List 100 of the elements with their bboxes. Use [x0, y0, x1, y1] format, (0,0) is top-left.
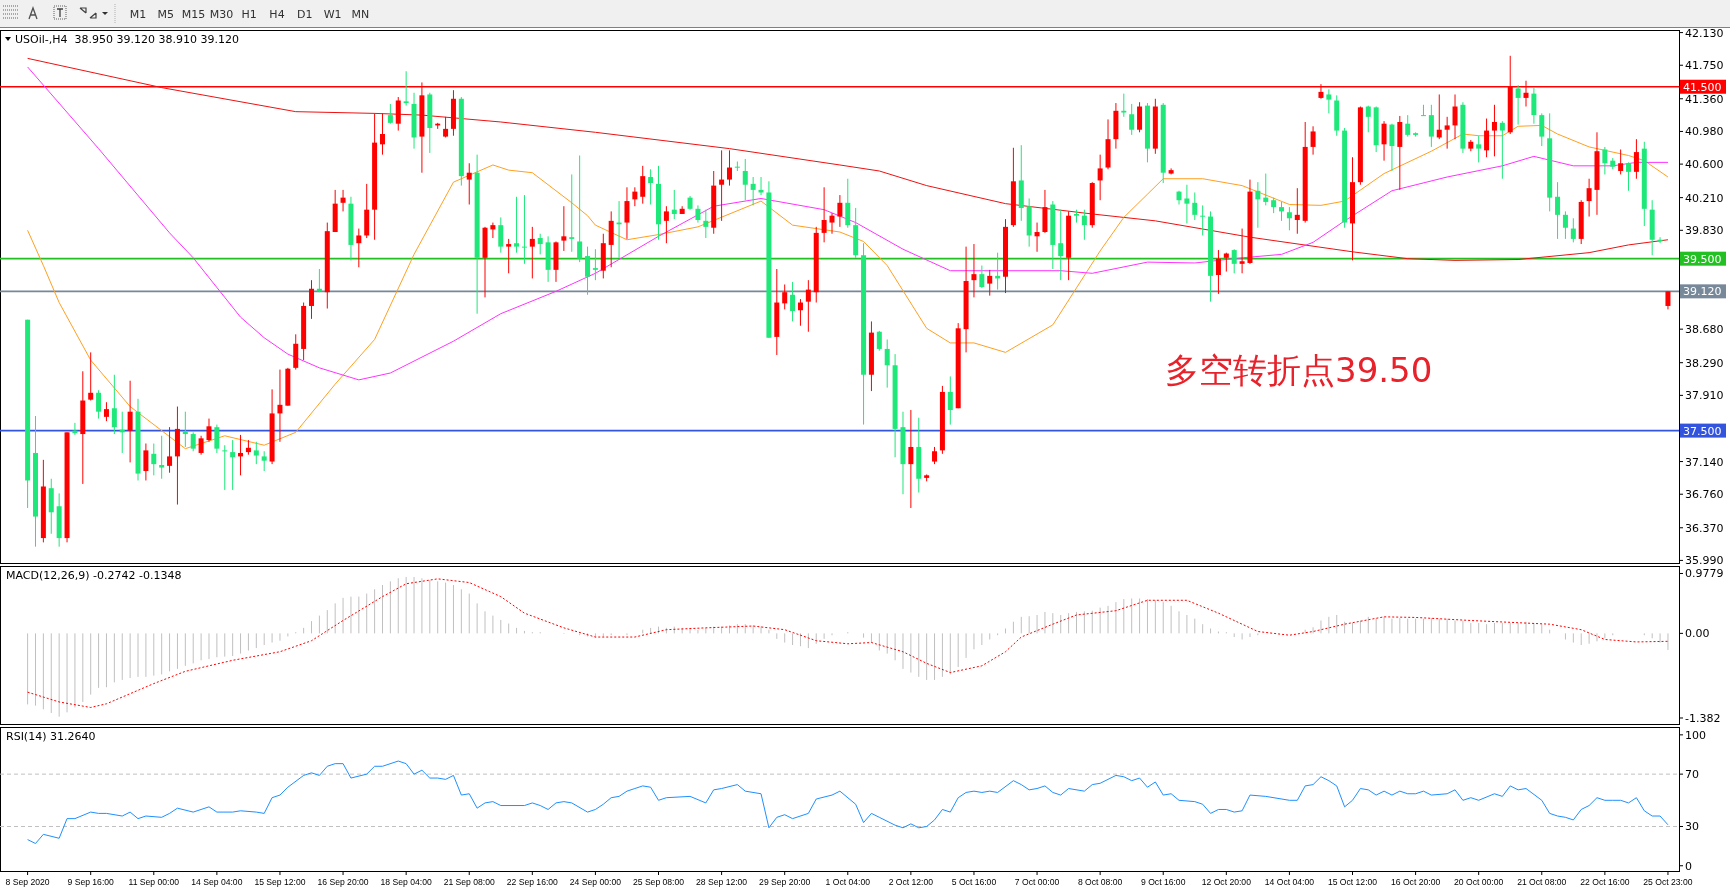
candlestick: [1294, 187, 1300, 235]
x-tick-label: 22 Oct 16:00: [1580, 877, 1630, 887]
candlestick: [561, 205, 567, 252]
candlestick: [96, 389, 102, 420]
candlestick: [577, 155, 583, 263]
candlestick: [805, 279, 811, 333]
candlestick: [1121, 93, 1127, 118]
candlestick: [356, 228, 362, 268]
candlestick: [379, 112, 385, 156]
text: M15: [181, 8, 206, 21]
candlestick: [1633, 138, 1639, 180]
candlestick: [1034, 222, 1040, 253]
candlestick: [506, 238, 512, 274]
y-tick-label: 30: [1685, 820, 1699, 834]
candlestick: [1405, 114, 1411, 138]
candlestick: [387, 103, 393, 125]
candlestick: [797, 298, 803, 327]
candlestick: [521, 194, 527, 265]
y-tick-label: 41.750: [1685, 59, 1724, 73]
candlestick: [663, 205, 669, 244]
line-series: [27, 57, 1669, 261]
y-tick-label: 70: [1685, 768, 1699, 782]
y-tick-label: -1.382: [1685, 712, 1721, 725]
x-tick-label: 14 Oct 04:00: [1264, 877, 1315, 887]
y-tick-label: 36.370: [1685, 521, 1724, 535]
candlestick: [1555, 181, 1561, 240]
y-tick-label: 36.760: [1685, 488, 1724, 502]
candlestick: [103, 401, 109, 422]
y-tick-label: 42.130: [1685, 26, 1724, 40]
candlestick: [1586, 178, 1592, 218]
candlestick: [1428, 104, 1434, 148]
x-tick-label: 14 Sep 04:00: [191, 877, 243, 887]
text: M5: [157, 8, 175, 21]
x-tick-label: 7 Oct 00:00: [1014, 877, 1060, 887]
x-tick-label: 16 Oct 20:00: [1390, 877, 1441, 887]
text: M30: [209, 8, 234, 21]
y-tick-label: 37.140: [1685, 455, 1724, 469]
candlestick: [1192, 191, 1198, 221]
candlestick: [1570, 217, 1576, 243]
candlestick: [640, 165, 646, 205]
y-tick-label: 40.980: [1685, 125, 1724, 139]
text: H1: [241, 8, 257, 21]
candlestick: [1326, 88, 1332, 114]
candlestick: [1389, 123, 1395, 172]
candlestick: [782, 283, 788, 310]
x-tick-label: 1 Oct 04:00: [825, 877, 871, 887]
candlestick: [592, 248, 598, 281]
x-tick-label: 15 Sep 12:00: [254, 877, 306, 887]
text: H4: [269, 8, 285, 21]
candlestick: [1436, 93, 1442, 140]
candlestick: [1137, 101, 1143, 133]
candlestick: [1452, 93, 1458, 140]
candlestick: [214, 424, 220, 454]
candlestick: [979, 265, 985, 289]
candlestick: [1491, 104, 1497, 157]
candlestick: [143, 443, 149, 481]
candlestick: [1223, 252, 1229, 273]
candlestick: [908, 409, 914, 509]
candlestick: [395, 96, 401, 132]
y-tick-label: 0: [1685, 859, 1692, 873]
candlestick: [569, 173, 575, 253]
candlestick: [742, 158, 748, 201]
candlestick: [876, 330, 882, 352]
x-tick-label: 25 Sep 08:00: [632, 877, 685, 887]
candlestick: [845, 178, 851, 229]
candlestick: [1618, 149, 1624, 175]
y-tick-label: 40.210: [1685, 191, 1724, 205]
x-tick-label: 21 Sep 08:00: [443, 877, 496, 887]
candlestick: [1499, 120, 1505, 180]
y-tick-label: 38.290: [1685, 356, 1724, 370]
candlestick: [987, 269, 993, 297]
candlestick: [222, 444, 228, 491]
candlestick: [340, 189, 346, 212]
candlestick: [1255, 181, 1261, 229]
candlestick: [585, 246, 591, 296]
candlestick: [1310, 125, 1316, 156]
y-tick-label: 0.00: [1685, 627, 1710, 641]
candlestick: [403, 70, 409, 107]
candlestick: [1239, 228, 1245, 274]
candlestick: [498, 216, 504, 254]
candlestick: [1081, 209, 1087, 241]
x-tick-label: 12 Oct 20:00: [1201, 877, 1252, 887]
candlestick: [1476, 135, 1482, 163]
candlestick: [790, 281, 796, 322]
candlestick: [671, 189, 677, 220]
candlestick: [703, 209, 709, 239]
candlestick: [1665, 290, 1671, 310]
x-tick-label: 22 Sep 16:00: [506, 877, 559, 887]
y-tick-label: 35.990: [1685, 554, 1724, 568]
y-tick-label: 100: [1685, 728, 1706, 742]
candlestick: [230, 439, 236, 491]
candlestick: [648, 168, 654, 206]
candlestick: [1286, 206, 1292, 231]
text: M1: [129, 8, 147, 21]
candlestick: [1562, 210, 1568, 240]
text: D1: [297, 8, 313, 21]
candlestick: [198, 435, 204, 456]
x-tick-label: 15 Oct 12:00: [1327, 877, 1378, 887]
candlestick: [159, 435, 165, 480]
candlestick: [726, 149, 732, 187]
